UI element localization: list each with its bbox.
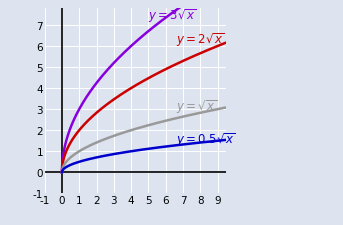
Text: $y = 0.5\sqrt{x}$: $y = 0.5\sqrt{x}$ xyxy=(176,130,236,148)
Text: $y = 2\sqrt{x}$: $y = 2\sqrt{x}$ xyxy=(176,32,225,49)
Text: $y = 3\sqrt{x}$: $y = 3\sqrt{x}$ xyxy=(149,7,197,25)
Text: $y = \sqrt{x}$: $y = \sqrt{x}$ xyxy=(176,98,217,115)
